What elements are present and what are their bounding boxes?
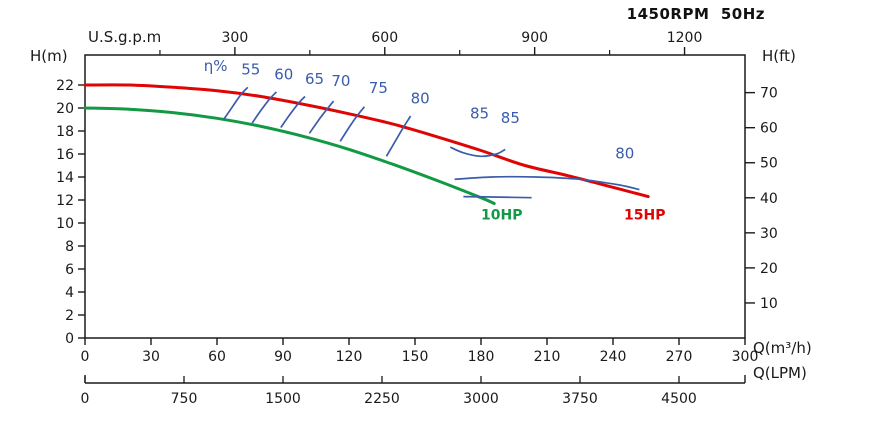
- x-main-tick-label: 180: [468, 349, 495, 365]
- efficiency-line: [280, 95, 306, 128]
- y-right-axis-title: H(ft): [762, 47, 796, 65]
- y-left-tick-label: 16: [56, 147, 74, 163]
- x-lpm-tick-label: 2250: [364, 391, 400, 407]
- y-right-tick-label: 60: [760, 121, 778, 137]
- efficiency-label: 65: [305, 70, 324, 88]
- x-main-tick-label: 120: [336, 349, 363, 365]
- efficiency-label: 55: [241, 61, 260, 79]
- chart-title: 1450RPM 50Hz: [626, 5, 765, 23]
- efficiency-labels: η% 55 60 65 70 75 80 85 85 80: [204, 57, 634, 162]
- y-right-tick-label: 40: [760, 191, 778, 207]
- y-left-tick-label: 2: [65, 308, 74, 324]
- curve-label-10hp: 10HP: [481, 208, 522, 224]
- efficiency-line: [308, 100, 335, 134]
- efficiency-line: [454, 175, 640, 191]
- pump-curve-10hp: [83, 106, 496, 205]
- y-axis-left: 0 2 4 6 8 10 12 14 16 18 20 22 H(m): [30, 47, 85, 347]
- x-main-tick-label: 300: [732, 349, 759, 365]
- efficiency-line: [251, 91, 278, 124]
- y-left-tick-label: 6: [65, 262, 74, 278]
- x-main-axis-title: Q(m³/h): [753, 339, 812, 357]
- x-main-tick-label: 150: [402, 349, 429, 365]
- x-axis-top: 300 600 900 1200 U.S.g.p.m: [88, 28, 702, 55]
- efficiency-line: [222, 86, 249, 120]
- x-main-tick-label: 0: [81, 349, 90, 365]
- x-top-tick-label: 600: [371, 30, 398, 46]
- y-left-tick-label: 10: [56, 216, 74, 232]
- x-axis-lpm: 0 750 1500 2250 3000 3750 4500 Q(LPM): [81, 364, 807, 407]
- y-axis-right: 10 20 30 40 50 60 70 H(ft): [745, 47, 796, 312]
- efficiency-line: [449, 146, 506, 158]
- y-right-tick-label: 20: [760, 261, 778, 277]
- y-left-tick-label: 14: [56, 170, 74, 186]
- x-lpm-tick-label: 750: [171, 391, 198, 407]
- efficiency-label: 85: [501, 109, 520, 127]
- efficiency-line: [463, 195, 532, 199]
- y-left-tick-label: 0: [65, 331, 74, 347]
- x-main-tick-label: 270: [666, 349, 693, 365]
- x-main-tick-label: 240: [600, 349, 627, 365]
- efficiency-label: 80: [615, 145, 634, 163]
- efficiency-label: η%: [204, 57, 228, 75]
- y-left-tick-label: 4: [65, 285, 74, 301]
- x-top-tick-label: 1200: [667, 30, 703, 46]
- y-left-tick-label: 22: [56, 78, 74, 94]
- efficiency-line: [339, 106, 366, 142]
- efficiency-label: 75: [369, 79, 388, 97]
- x-main-tick-label: 90: [274, 349, 292, 365]
- y-left-tick-label: 8: [65, 239, 74, 255]
- efficiency-label: 80: [411, 89, 430, 107]
- y-right-tick-label: 50: [760, 156, 778, 172]
- x-lpm-tick-label: 3750: [562, 391, 598, 407]
- y-right-tick-label: 10: [760, 296, 778, 312]
- curve-label-15hp: 15HP: [624, 208, 665, 224]
- x-main-tick-label: 210: [534, 349, 561, 365]
- y-left-tick-label: 12: [56, 193, 74, 209]
- efficiency-label: 70: [331, 72, 350, 90]
- efficiency-label: 85: [470, 104, 489, 122]
- y-left-tick-label: 18: [56, 124, 74, 140]
- pump-curve-15hp: [83, 83, 650, 199]
- y-left-axis-title: H(m): [30, 47, 68, 65]
- efficiency-label: 60: [274, 65, 293, 83]
- y-left-tick-label: 20: [56, 101, 74, 117]
- x-lpm-tick-label: 4500: [661, 391, 697, 407]
- x-main-tick-label: 30: [142, 349, 160, 365]
- y-right-tick-label: 30: [760, 226, 778, 242]
- x-lpm-tick-label: 0: [81, 391, 90, 407]
- x-lpm-tick-label: 3000: [463, 391, 499, 407]
- y-right-tick-label: 70: [760, 86, 778, 102]
- efficiency-contours: [222, 86, 640, 199]
- x-top-axis-title: U.S.g.p.m: [88, 28, 161, 46]
- x-main-tick-label: 60: [208, 349, 226, 365]
- x-top-tick-label: 300: [222, 30, 249, 46]
- x-lpm-axis-title: Q(LPM): [753, 364, 807, 382]
- efficiency-line: [385, 115, 412, 157]
- x-lpm-tick-label: 1500: [265, 391, 301, 407]
- x-top-tick-label: 900: [521, 30, 548, 46]
